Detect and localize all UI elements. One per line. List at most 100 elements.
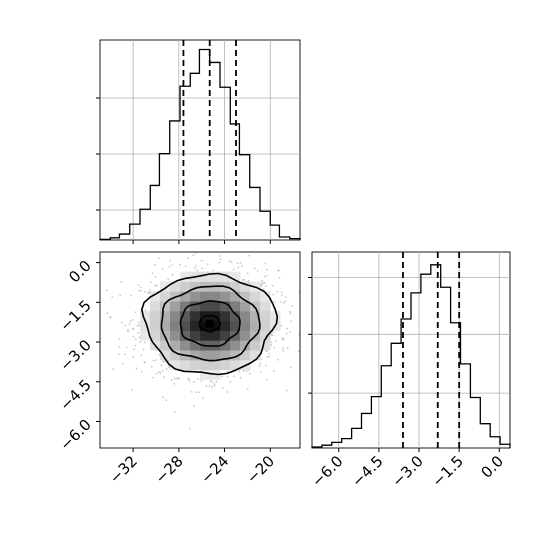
scatter-point <box>275 340 277 342</box>
scatter-point <box>126 347 128 349</box>
density-cell <box>220 321 231 331</box>
scatter-point <box>137 284 139 286</box>
y-tick-label-3: −1.5 <box>56 296 94 334</box>
scatter-point <box>131 389 133 391</box>
scatter-point <box>226 391 228 393</box>
scatter-point <box>154 264 156 266</box>
scatter-point <box>259 363 261 365</box>
scatter-point <box>136 368 138 370</box>
scatter-point <box>246 370 248 372</box>
scatter-point <box>302 375 304 377</box>
scatter-point <box>187 378 189 380</box>
panel-hist-param0 <box>96 40 300 244</box>
scatter-point <box>176 378 178 380</box>
scatter-point <box>230 381 232 383</box>
scatter-point <box>272 285 274 287</box>
scatter-point <box>303 331 305 333</box>
scatter-point <box>149 290 151 292</box>
scatter-point <box>165 399 167 401</box>
scatter-point <box>289 311 291 313</box>
scatter-point <box>127 330 129 332</box>
scatter-point <box>286 333 288 335</box>
density-cell <box>230 340 241 350</box>
scatter-point <box>290 313 292 315</box>
scatter-point <box>279 277 281 279</box>
scatter-point <box>174 378 176 380</box>
density-cell <box>220 311 231 321</box>
scatter-point <box>140 287 142 289</box>
scatter-point <box>240 262 242 264</box>
scatter-point <box>133 349 135 351</box>
scatter-point <box>187 257 189 259</box>
scatter-point <box>238 247 240 249</box>
scatter-point <box>241 265 243 267</box>
scatter-point <box>138 322 140 324</box>
scatter-point <box>237 262 239 264</box>
density-cell <box>190 330 201 340</box>
scatter-point <box>304 350 306 352</box>
scatter-point <box>162 370 164 372</box>
scatter-point <box>282 350 284 352</box>
scatter-point <box>206 385 208 387</box>
scatter-point <box>277 270 279 272</box>
scatter-point <box>129 323 131 325</box>
scatter-point <box>283 338 285 340</box>
scatter-point <box>238 267 240 269</box>
density-cell <box>170 311 181 321</box>
scatter-point <box>233 269 235 271</box>
scatter-point <box>150 281 152 283</box>
y-tick-label-4: 0.0 <box>65 257 95 287</box>
scatter-point <box>257 270 259 272</box>
scatter-point <box>266 275 268 277</box>
scatter-point <box>169 260 171 262</box>
density-cell <box>220 360 231 370</box>
scatter-point <box>161 364 163 366</box>
scatter-point <box>273 347 275 349</box>
scatter-point <box>271 341 273 343</box>
scatter-point <box>243 279 245 281</box>
density-cell <box>250 301 261 311</box>
scatter-point <box>168 365 170 367</box>
scatter-point <box>201 380 203 382</box>
scatter-point <box>156 373 158 375</box>
x-tick-label-0: −6.0 <box>308 452 346 490</box>
scatter-point <box>254 268 256 270</box>
scatter-point <box>273 370 275 372</box>
scatter-point <box>106 289 108 291</box>
scatter-point <box>211 386 213 388</box>
scatter-point <box>178 377 180 379</box>
scatter-point <box>284 301 286 303</box>
density-cell <box>150 311 161 321</box>
scatter-point <box>155 359 157 361</box>
density-cell <box>200 370 211 380</box>
x-tick-label-4: 0.0 <box>478 452 508 482</box>
density-cell <box>180 272 191 282</box>
scatter-point <box>144 361 146 363</box>
scatter-point <box>290 320 292 322</box>
density-cell <box>230 281 241 291</box>
scatter-point <box>167 278 169 280</box>
scatter-point <box>106 312 108 314</box>
scatter-point <box>259 365 261 367</box>
scatter-point <box>286 328 288 330</box>
panel-hist-param1-histogram <box>312 265 510 448</box>
scatter-point <box>193 405 195 407</box>
density-cell <box>150 301 161 311</box>
scatter-point <box>158 257 160 259</box>
scatter-point <box>304 330 306 332</box>
scatter-point <box>201 260 203 262</box>
density-cell <box>190 311 201 321</box>
density-cell <box>210 291 221 301</box>
scatter-point <box>216 381 218 383</box>
scatter-point <box>138 336 140 338</box>
scatter-point <box>163 376 165 378</box>
scatter-point <box>307 330 309 332</box>
scatter-point <box>156 284 158 286</box>
scatter-point <box>193 381 195 383</box>
scatter-point <box>281 291 283 293</box>
density-cell <box>220 291 231 301</box>
density-cell <box>240 330 251 340</box>
scatter-point <box>266 269 268 271</box>
scatter-point <box>132 319 134 321</box>
scatter-point <box>144 291 146 293</box>
